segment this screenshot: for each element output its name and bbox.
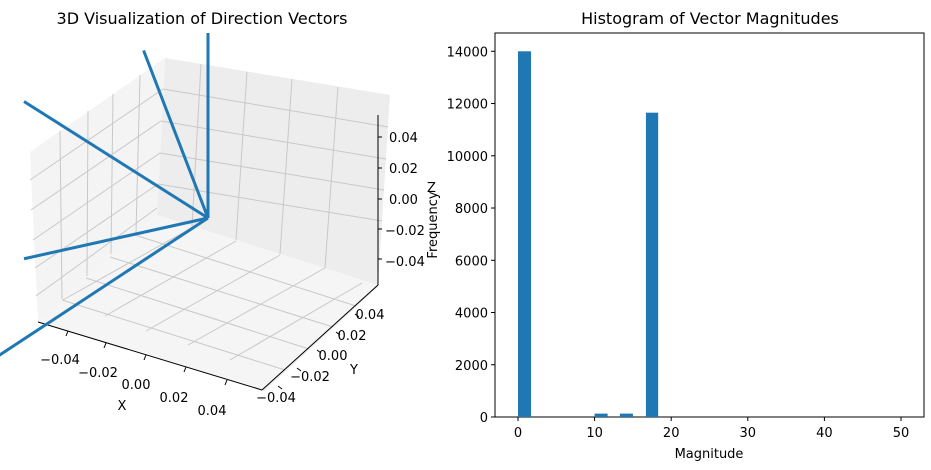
z-tick-label: 0.02 <box>389 162 418 177</box>
x-ticks: 0 10 20 30 40 50 <box>514 417 909 441</box>
plot-area <box>494 32 925 418</box>
y-tick-labels: −0.04 −0.02 0.00 0.02 0.04 <box>256 308 384 406</box>
x-tick-label: 0.02 <box>160 391 189 406</box>
y-tick-label: 0.00 <box>319 349 348 364</box>
vectors-layer <box>0 33 210 357</box>
x-tick-label: 0.04 <box>198 404 227 419</box>
vector-line <box>142 49 210 219</box>
histogram-bar <box>645 112 659 418</box>
vector-line <box>23 216 209 261</box>
x-tick-label: 40 <box>816 426 833 441</box>
x-tick-labels: −0.04 −0.02 0.00 0.02 0.04 <box>40 353 226 419</box>
y-tick-label: 4000 <box>455 307 488 322</box>
y-tick-label: 0.04 <box>356 308 385 323</box>
y-tick-label: −0.02 <box>290 370 330 385</box>
title-histogram: Histogram of Vector Magnitudes <box>581 9 839 28</box>
y-tick-label: 8000 <box>455 202 488 217</box>
y-axis-label: Frequency <box>426 191 441 258</box>
vector-line <box>0 216 209 357</box>
title-3d: 3D Visualization of Direction Vectors <box>57 9 348 28</box>
grid-3d <box>29 63 389 371</box>
x-tick-label: 20 <box>663 426 680 441</box>
y-axis-line <box>261 284 379 391</box>
y-tick-label: 0 <box>480 411 488 426</box>
y-tick-label: 14000 <box>447 45 488 60</box>
x-tick-label: 0 <box>514 426 522 441</box>
z-tick-label: 0.00 <box>389 193 418 208</box>
x-tick-label: 10 <box>586 426 603 441</box>
z-tick-label: −0.04 <box>385 255 425 270</box>
x-tick-label: 30 <box>740 426 757 441</box>
tick-marks-3d <box>65 136 382 390</box>
pane-left <box>30 58 165 322</box>
pane-floor <box>38 215 378 390</box>
pane-right-edge <box>262 285 380 391</box>
x-tick-label: −0.02 <box>78 366 118 381</box>
z-tick-label: −0.02 <box>385 224 425 239</box>
y-ticks: 0 2000 4000 6000 8000 10000 12000 14000 <box>447 45 495 426</box>
x-tick-label: −0.04 <box>40 353 80 368</box>
y-tick-label: 2000 <box>455 359 488 374</box>
histogram-bar <box>517 51 532 418</box>
x-tick-label: 50 <box>893 426 910 441</box>
y-tick-label: 12000 <box>447 98 488 113</box>
vector-line <box>23 100 209 220</box>
y-tick-label: 0.02 <box>338 329 367 344</box>
panel-3d: 3D Visualization of Direction Vectors <box>0 9 436 419</box>
x-axis-label: Magnitude <box>675 447 744 462</box>
x-axis-line <box>37 321 263 391</box>
histogram-bar <box>594 413 608 417</box>
axes-3d <box>37 115 379 391</box>
y-axis-label: Y <box>349 363 358 378</box>
bars-layer <box>517 51 659 418</box>
y-tick-label: 6000 <box>455 254 488 269</box>
panel-histogram: Histogram of Vector Magnitudes 0 10 20 30 40… <box>426 9 925 462</box>
y-tick-label: 10000 <box>447 150 488 165</box>
z-axis-label: Z <box>427 181 436 196</box>
y-tick-label: −0.04 <box>256 391 296 406</box>
x-axis-label: X <box>118 399 127 414</box>
histogram-bar <box>619 413 633 417</box>
x-tick-label: 0.00 <box>122 378 151 393</box>
z-tick-labels: 0.04 0.02 0.00 −0.02 −0.04 <box>385 131 425 270</box>
z-tick-label: 0.04 <box>389 131 418 146</box>
